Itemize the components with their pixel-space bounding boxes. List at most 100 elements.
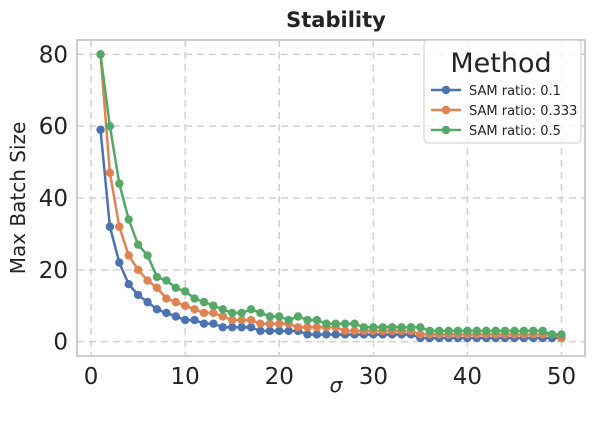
legend-label: SAM ratio: 0.1 <box>469 84 561 99</box>
data-point <box>209 319 218 328</box>
x-axis-label: σ <box>330 373 344 397</box>
data-point <box>406 323 416 332</box>
data-point <box>265 312 275 321</box>
data-point <box>500 326 510 336</box>
data-point <box>397 323 406 332</box>
data-point <box>237 308 246 318</box>
data-point <box>416 330 425 339</box>
data-point <box>180 301 190 310</box>
data-point <box>115 258 124 267</box>
data-point <box>293 323 303 332</box>
data-point <box>425 326 434 336</box>
data-point <box>256 308 265 318</box>
legend-label: SAM ratio: 0.5 <box>469 124 561 139</box>
data-point <box>312 315 322 325</box>
data-point <box>322 330 331 339</box>
data-point <box>228 315 237 325</box>
x-tick-labels: 0 10 20 30 40 50 <box>84 364 576 390</box>
data-point <box>340 319 350 328</box>
y-tick-label: 60 <box>39 114 68 140</box>
data-point <box>152 305 162 314</box>
data-point <box>510 326 519 336</box>
data-point <box>105 121 115 131</box>
data-point <box>322 319 331 328</box>
data-point <box>218 305 228 314</box>
legend-item: SAM ratio: 0.1 <box>431 84 561 99</box>
legend-item: SAM ratio: 0.5 <box>431 124 561 139</box>
data-point <box>96 125 105 134</box>
data-point <box>237 323 246 332</box>
data-point <box>115 179 124 188</box>
x-tick-label: 40 <box>453 364 482 390</box>
data-point <box>162 276 171 285</box>
data-point <box>312 330 322 339</box>
data-point <box>162 308 171 318</box>
data-point <box>133 240 143 249</box>
data-point <box>143 297 152 307</box>
data-point <box>275 326 284 336</box>
data-point <box>228 323 237 332</box>
data-point <box>378 323 387 332</box>
data-point <box>416 323 425 332</box>
data-point <box>303 315 312 325</box>
legend-marker <box>441 125 451 135</box>
data-point <box>275 312 284 321</box>
data-point <box>265 326 275 336</box>
data-point <box>293 312 303 321</box>
legend-marker <box>441 85 451 95</box>
data-point <box>199 297 209 307</box>
data-point <box>463 326 472 336</box>
data-point <box>529 326 538 336</box>
y-tick-label: 80 <box>39 42 68 68</box>
data-point <box>303 330 312 339</box>
data-point <box>557 330 566 339</box>
data-point <box>209 301 218 310</box>
data-point <box>303 323 312 332</box>
data-point <box>237 315 246 325</box>
data-point <box>162 294 171 303</box>
data-point <box>331 330 340 339</box>
data-point <box>246 323 256 332</box>
data-point <box>350 319 359 328</box>
data-point <box>105 168 115 178</box>
data-point <box>171 297 180 307</box>
data-point <box>284 315 293 325</box>
y-tick-label: 0 <box>53 330 68 356</box>
y-axis-label: Max Batch Size <box>6 122 30 275</box>
series-layer <box>96 50 566 343</box>
data-point <box>491 326 500 336</box>
data-point <box>199 319 209 328</box>
data-point <box>171 283 180 292</box>
data-point <box>218 312 228 321</box>
data-point <box>190 305 199 314</box>
series-3 <box>96 50 566 339</box>
data-point <box>519 326 529 336</box>
data-point <box>105 222 115 231</box>
data-point <box>124 279 133 289</box>
legend-label: SAM ratio: 0.333 <box>469 104 577 119</box>
legend-item: SAM ratio: 0.333 <box>431 104 577 119</box>
data-point <box>190 315 199 325</box>
data-point <box>246 305 256 314</box>
data-point <box>547 330 557 339</box>
data-point <box>115 222 124 231</box>
data-point <box>180 315 190 325</box>
data-point <box>453 326 463 336</box>
data-point <box>133 265 143 275</box>
x-tick-label: 10 <box>171 364 200 390</box>
data-point <box>171 312 180 321</box>
data-point <box>538 326 547 336</box>
data-point <box>124 251 133 260</box>
legend-title: Method <box>450 48 551 79</box>
data-point <box>256 319 265 328</box>
data-point <box>312 323 322 332</box>
data-point <box>218 323 228 332</box>
data-point <box>152 283 162 292</box>
data-point <box>256 326 265 336</box>
legend-items: SAM ratio: 0.1 SAM ratio: 0.333 SAM ratio:… <box>431 84 577 139</box>
x-tick-label: 0 <box>84 364 99 390</box>
data-point <box>124 215 133 224</box>
legend-box <box>423 39 582 144</box>
